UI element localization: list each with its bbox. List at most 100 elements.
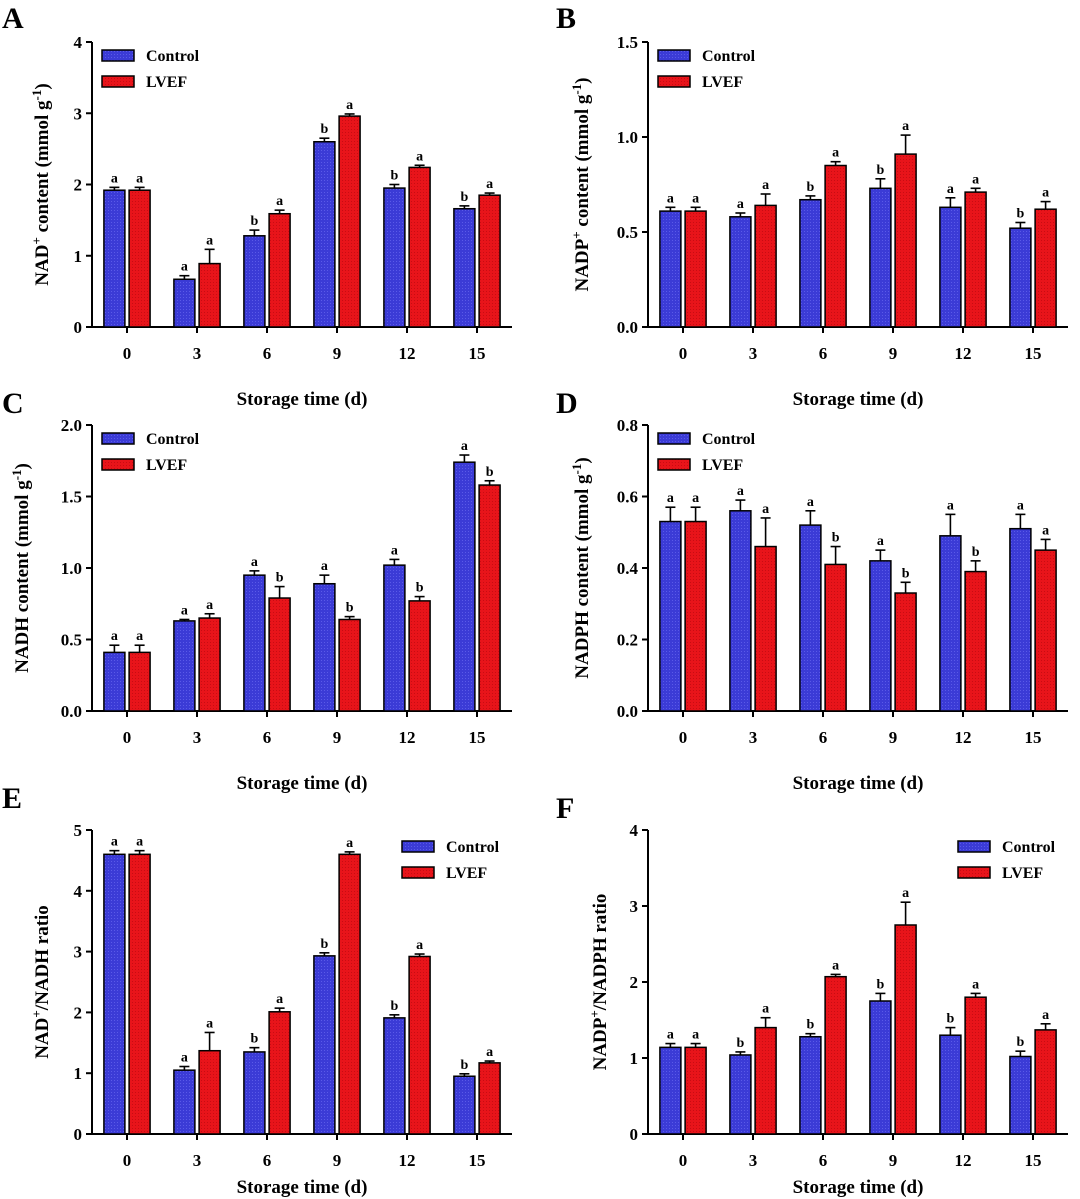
sig-label-lvef-e: a (136, 835, 143, 850)
sig-label-control-a: b (321, 122, 329, 137)
x-tick-label-f: 3 (749, 1151, 758, 1170)
y-tick-label-e: 4 (74, 882, 83, 901)
sig-label-lvef-a: a (276, 194, 283, 209)
bar-control-d (659, 520, 682, 712)
sig-label-control-d: a (877, 534, 884, 549)
sig-label-lvef-d: a (692, 491, 699, 506)
sig-label-control-f: b (807, 1018, 815, 1033)
sig-label-lvef-f: a (692, 1028, 699, 1043)
y-axis-title-b: NADP+ content (mmol g-1) (569, 77, 594, 291)
bar-lvef-a (478, 194, 501, 328)
sig-label-lvef-a: a (136, 171, 143, 186)
sig-label-control-d: a (947, 498, 954, 513)
sig-label-lvef-e: a (276, 992, 283, 1007)
bar-lvef-f (754, 1026, 777, 1135)
legend-label-lvef-d: LVEF (702, 457, 743, 474)
bar-control-e (453, 1075, 476, 1135)
x-tick-label-e: 6 (263, 1151, 272, 1170)
bar-lvef-b (684, 210, 707, 328)
sig-label-lvef-c: a (136, 629, 143, 644)
y-tick-label-b: 0.5 (617, 223, 638, 242)
sig-label-control-e: a (111, 835, 118, 850)
bar-lvef-b (894, 153, 917, 328)
bar-lvef-c (198, 617, 221, 712)
sig-label-lvef-c: b (276, 571, 284, 586)
sig-label-lvef-b: a (972, 172, 979, 187)
legend-swatch-lvef-c (101, 458, 135, 471)
y-tick-label-f: 4 (630, 821, 639, 840)
y-tick-label-c: 1.5 (61, 488, 82, 507)
sig-label-control-c: a (111, 629, 118, 644)
x-tick-label-e: 0 (123, 1151, 132, 1170)
panel-letter-f: F (556, 792, 574, 825)
sig-label-control-b: b (807, 180, 815, 195)
bar-lvef-d (824, 563, 847, 712)
bar-lvef-d (964, 570, 987, 712)
y-tick-label-c: 0.0 (61, 702, 82, 721)
sig-label-lvef-e: a (206, 1016, 213, 1031)
sig-label-lvef-e: a (416, 938, 423, 953)
y-tick-label-c: 1.0 (61, 559, 82, 578)
legend-label-lvef-c: LVEF (146, 457, 187, 474)
bar-lvef-f (894, 924, 917, 1135)
legend-swatch-control-d (657, 432, 691, 445)
bar-control-c (173, 620, 196, 712)
bar-lvef-d (1034, 549, 1057, 712)
x-tick-label-f: 12 (955, 1151, 972, 1170)
bar-lvef-b (824, 164, 847, 328)
bar-control-a (453, 207, 476, 328)
legend-label-lvef-e: LVEF (446, 865, 487, 882)
sig-label-lvef-f: a (762, 1002, 769, 1017)
bar-control-c (453, 461, 476, 712)
bar-lvef-f (824, 975, 847, 1135)
sig-label-lvef-d: a (1042, 523, 1049, 538)
bar-lvef-d (754, 545, 777, 712)
sig-label-control-d: a (667, 491, 674, 506)
sig-label-lvef-c: b (346, 601, 354, 616)
legend-swatch-control-c (101, 432, 135, 445)
legend-label-lvef-f: LVEF (1002, 865, 1043, 882)
bar-lvef-e (338, 853, 361, 1135)
x-tick-label-b: 15 (1025, 344, 1042, 363)
y-tick-label-f: 1 (630, 1049, 639, 1068)
x-tick-label-b: 12 (955, 344, 972, 363)
sig-label-control-d: a (807, 495, 814, 510)
y-tick-label-e: 0 (74, 1125, 83, 1144)
sig-label-lvef-c: a (206, 598, 213, 613)
panel-letter-c: C (2, 387, 24, 420)
sig-label-lvef-d: b (902, 566, 910, 581)
sig-label-lvef-a: a (416, 149, 423, 164)
y-tick-label-f: 2 (630, 973, 639, 992)
bar-lvef-f (964, 996, 987, 1135)
x-tick-label-f: 0 (679, 1151, 688, 1170)
sig-label-lvef-b: a (692, 191, 699, 206)
y-tick-label-d: 0.6 (617, 488, 638, 507)
y-tick-label-a: 0 (74, 318, 83, 337)
x-tick-label-f: 9 (889, 1151, 898, 1170)
bar-control-e (103, 853, 126, 1135)
bar-control-e (243, 1051, 266, 1135)
panel-letter-b: B (556, 2, 576, 35)
x-tick-label-d: 12 (955, 728, 972, 747)
y-axis-title-a: NAD+ content (mmol g-1) (29, 83, 54, 285)
panel-c: C 0.0 0.5 1.0 1.5 2.0 0 3 6 9 12 15 Storage time (d)… (2, 387, 512, 794)
sig-label-lvef-e: a (346, 836, 353, 851)
bar-lvef-c (128, 651, 151, 712)
sig-label-lvef-d: b (972, 545, 980, 560)
x-tick-label-b: 9 (889, 344, 898, 363)
y-axis-title-c: NADH content (mmol g-1) (9, 463, 34, 673)
bar-control-c (243, 574, 266, 712)
legend-label-control-c: Control (146, 431, 200, 448)
bar-lvef-c (338, 618, 361, 712)
y-tick-label-a: 4 (74, 33, 83, 52)
bar-control-d (869, 560, 892, 712)
bar-lvef-e (128, 853, 151, 1135)
x-tick-label-a: 15 (469, 344, 486, 363)
sig-label-control-a: b (251, 214, 259, 229)
bar-lvef-d (894, 592, 917, 712)
y-tick-label-d: 0.4 (617, 559, 639, 578)
x-tick-label-c: 12 (399, 728, 416, 747)
bar-control-a (383, 187, 406, 328)
x-tick-label-e: 9 (333, 1151, 342, 1170)
